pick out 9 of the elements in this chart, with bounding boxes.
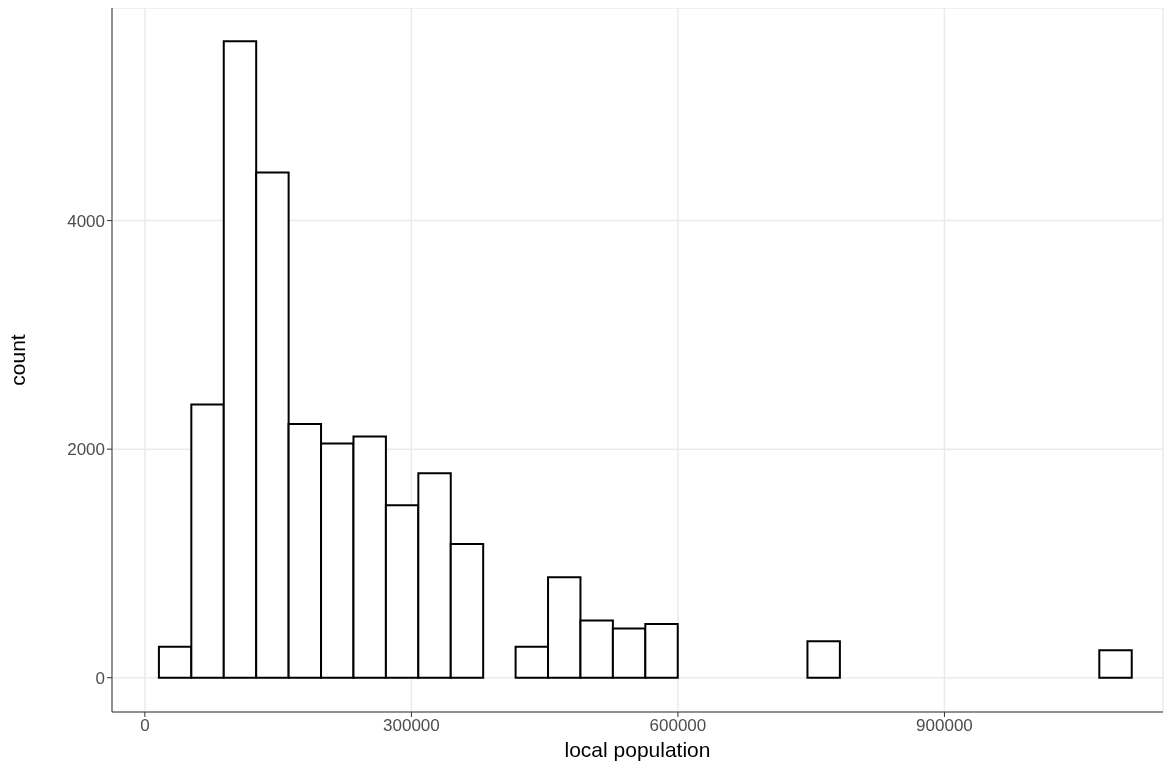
y-axis-title: count [6,333,30,388]
x-tick-label: 600000 [649,716,707,736]
y-tick-label: 2000 [67,440,105,460]
y-tick-label: 0 [95,668,105,688]
x-tick-label: 900000 [916,716,973,736]
y-tick-label: 4000 [67,211,105,231]
x-tick-label: 0 [140,716,150,736]
x-axis-title: local population [563,738,712,762]
x-tick-label: 300000 [383,716,440,736]
